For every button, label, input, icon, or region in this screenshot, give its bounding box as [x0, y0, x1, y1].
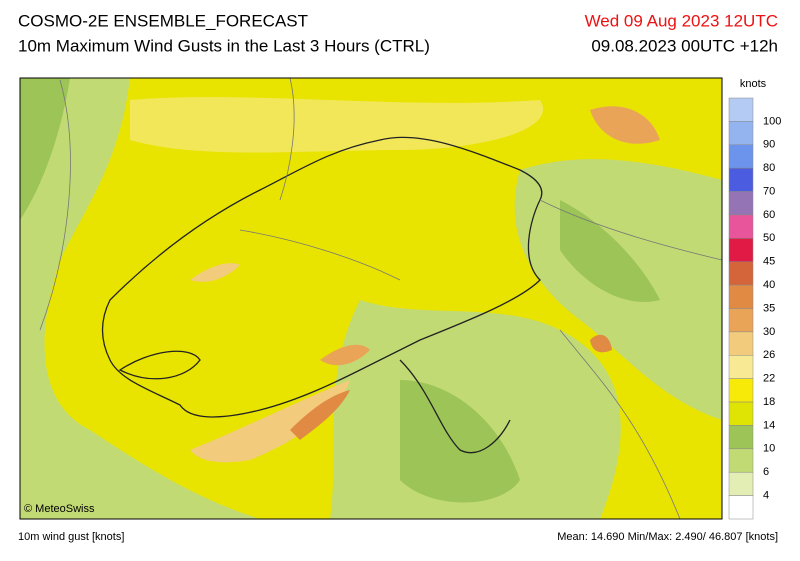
legend-label: 45	[763, 256, 775, 268]
credit: © MeteoSwiss	[24, 503, 95, 515]
legend-label: 14	[763, 419, 775, 431]
legend-swatch	[728, 121, 754, 146]
legend-swatch	[728, 261, 754, 286]
legend-swatch	[728, 191, 754, 216]
legend-label: 70	[763, 185, 775, 197]
legend-label: 6	[763, 466, 769, 478]
legend-unit: knots	[740, 78, 767, 90]
legend-swatch	[728, 401, 754, 426]
legend-swatch	[728, 167, 754, 192]
legend-label: 50	[763, 232, 775, 244]
legend-label: 35	[763, 302, 775, 314]
legend-swatch	[728, 214, 754, 239]
legend-label: 100	[763, 115, 781, 127]
legend-label: 60	[763, 209, 775, 221]
legend-label: 22	[763, 373, 775, 385]
map: © MeteoSwiss	[19, 77, 723, 520]
legend-swatch	[728, 355, 754, 379]
legend-label: 30	[763, 326, 775, 338]
legend-swatch	[728, 97, 754, 122]
legend-swatch	[728, 284, 754, 309]
footer-variable: 10m wind gust [knots]	[18, 531, 124, 543]
valid-time: Wed 09 Aug 2023 12UTC	[585, 11, 778, 30]
legend-label: 80	[763, 162, 775, 174]
footer-stats: Mean: 14.690 Min/Max: 2.490/ 46.807 [kno…	[557, 531, 778, 543]
legend-label: 26	[763, 349, 775, 361]
legend-swatch	[728, 308, 754, 333]
legend-swatch	[728, 144, 754, 169]
legend: 100 90 80 70 60 50 45 40 35 30 26 22 18 14 10 6 4	[728, 97, 781, 520]
run-time: 09.08.2023 00UTC +12h	[591, 36, 778, 55]
legend-swatch	[728, 448, 754, 473]
legend-label: 10	[763, 443, 775, 455]
legend-swatch	[728, 378, 754, 403]
legend-label: 90	[763, 139, 775, 151]
subtitle: 10m Maximum Wind Gusts in the Last 3 Hou…	[18, 36, 430, 55]
legend-swatch	[728, 495, 754, 520]
legend-label: 18	[763, 396, 775, 408]
legend-swatch	[728, 331, 754, 356]
legend-label: 40	[763, 279, 775, 291]
legend-label: 4	[763, 490, 769, 502]
legend-swatch	[728, 238, 754, 262]
title: COSMO-2E ENSEMBLE_FORECAST	[18, 11, 308, 30]
legend-swatch	[728, 425, 754, 450]
legend-swatch	[728, 471, 754, 496]
